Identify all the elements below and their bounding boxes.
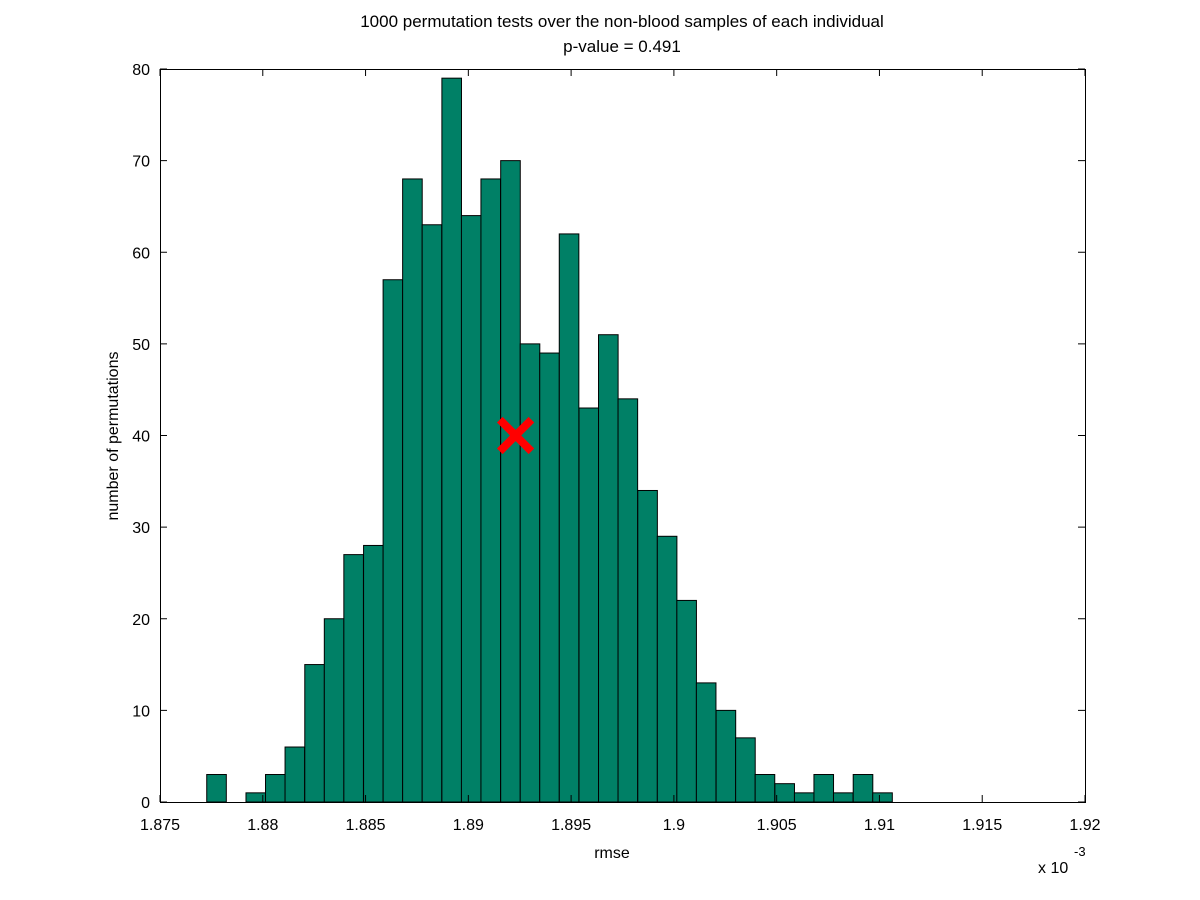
histogram-bar: [676, 599, 697, 803]
histogram-bar: [343, 554, 364, 803]
y-tick-label: 10: [132, 703, 150, 720]
x-axis-exponent-base: x 10: [1038, 860, 1068, 877]
histogram-bar: [872, 792, 893, 803]
histogram-bar: [598, 334, 619, 803]
y-tick-label: 70: [132, 154, 150, 171]
x-tick-label: 1.89: [453, 817, 484, 834]
histogram-bar: [539, 352, 560, 803]
x-tick-label: 1.9: [663, 817, 685, 834]
histogram-bar: [558, 233, 580, 803]
y-tick-label: 60: [132, 245, 150, 262]
x-tick-label: 1.915: [962, 817, 1002, 834]
chart-subtitle: p-value = 0.491: [563, 37, 681, 56]
y-tick-label: 80: [132, 62, 150, 79]
histogram-bar: [265, 774, 286, 803]
y-tick-label: 20: [132, 612, 150, 629]
x-tick-label: 1.92: [1069, 817, 1100, 834]
histogram-bar: [363, 544, 384, 803]
histogram-bar: [715, 709, 737, 803]
y-axis-label: number of permutations: [105, 352, 122, 521]
histogram-bar: [500, 160, 521, 803]
histogram-bar: [402, 178, 423, 803]
x-tick-label: 1.88: [247, 817, 278, 834]
chart-title: 1000 permutation tests over the non-bloo…: [360, 12, 884, 31]
observed-value-marker: [496, 416, 535, 455]
histogram-bar: [617, 398, 639, 803]
histogram-bar: [754, 774, 776, 803]
histogram-bar: [813, 774, 835, 803]
histogram-bar: [460, 215, 482, 803]
histogram-bar: [480, 178, 502, 803]
x-tick-label: 1.885: [346, 817, 386, 834]
histogram-bar: [695, 682, 717, 803]
x-tick-label: 1.895: [551, 817, 591, 834]
histogram-bar: [735, 737, 756, 803]
plot-frame: [160, 69, 1086, 803]
histogram-bar: [421, 224, 443, 803]
x-tick-label: 1.91: [864, 817, 895, 834]
histogram-bar: [206, 774, 227, 803]
histogram-bar: [441, 77, 462, 803]
histogram-bar: [578, 407, 600, 803]
histogram-bar: [656, 535, 678, 803]
histogram-bar: [382, 279, 404, 803]
histogram-bar: [304, 664, 325, 803]
histogram-bar: [832, 792, 854, 803]
x-tick-label: 1.905: [757, 817, 797, 834]
x-tick-label: 1.875: [140, 817, 180, 834]
histogram-bar: [793, 792, 815, 803]
histogram-bar: [852, 774, 874, 803]
histogram-bar: [284, 746, 306, 803]
y-tick-label: 30: [132, 520, 150, 537]
y-tick-label: 40: [132, 429, 150, 446]
y-tick-label: 0: [141, 795, 150, 812]
x-axis-exponent: -3: [1074, 844, 1086, 859]
x-axis-label: rmse: [594, 845, 630, 862]
x-axis-ticks: 1.875 1.88 1.885 1.89 1.895 1.9 1.905 1.91 1.915…: [140, 69, 1101, 834]
histogram-bars: [206, 77, 893, 803]
marker-stroke: [496, 416, 535, 455]
y-tick-label: 50: [132, 337, 150, 354]
histogram-bar: [637, 489, 658, 803]
histogram-bar: [774, 783, 795, 803]
histogram-bar: [519, 343, 541, 803]
histogram-bar: [323, 618, 345, 803]
